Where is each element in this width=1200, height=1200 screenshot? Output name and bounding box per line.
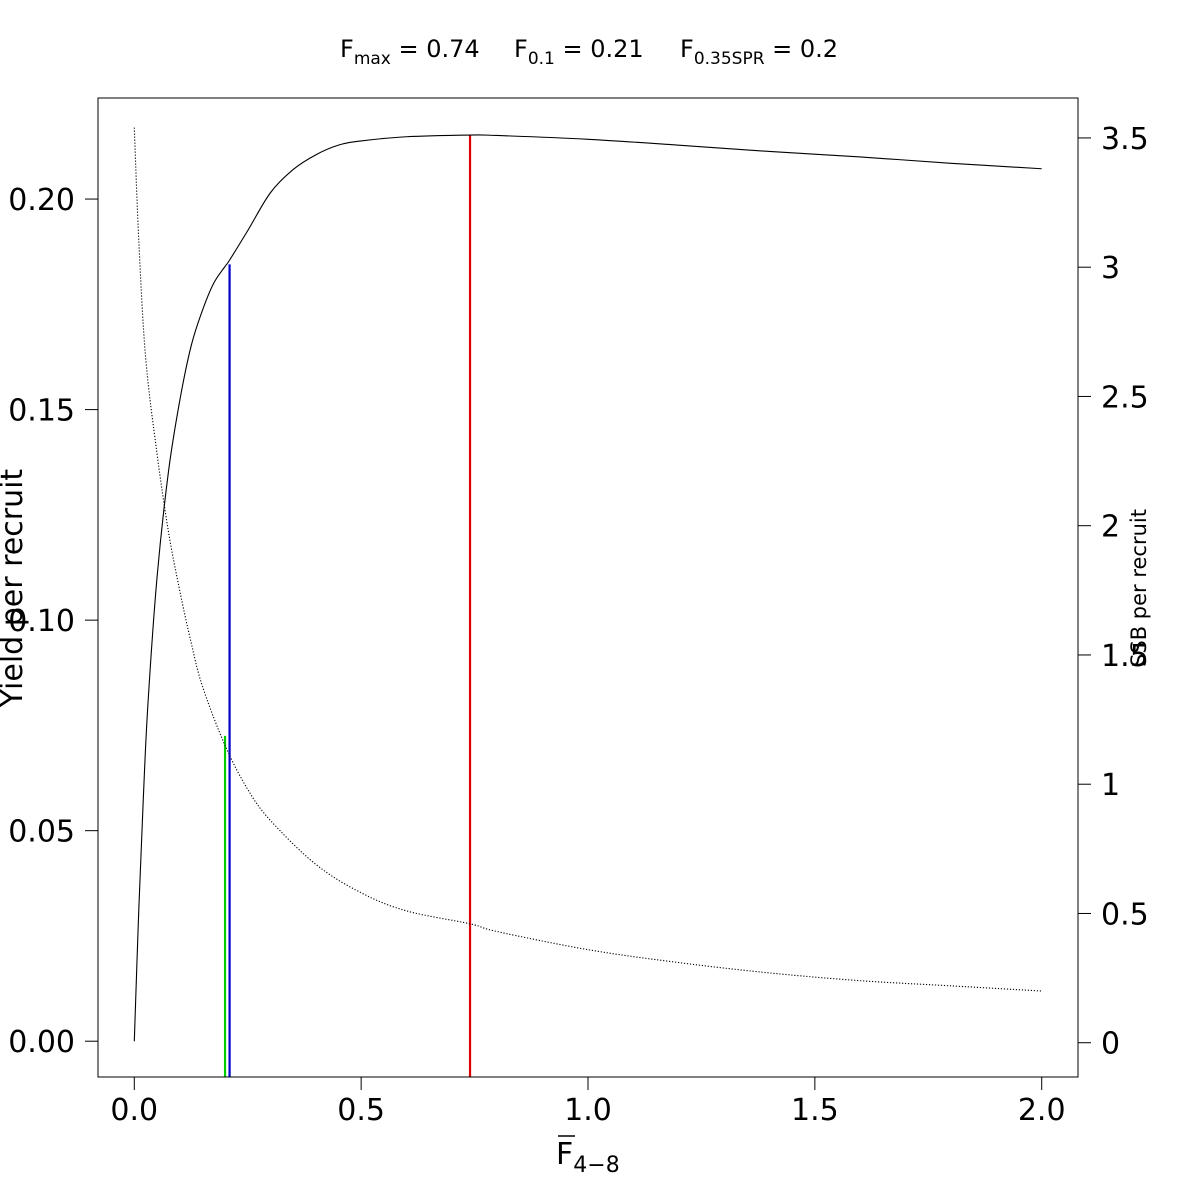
- y-tick-label-right: 0: [1101, 1027, 1120, 1062]
- y-tick-label-right: 2.5: [1101, 380, 1149, 415]
- y-axis-left: 0.00 0.05 0.10 0.15 0.20: [8, 183, 98, 1060]
- y-tick-label-right: 3.5: [1101, 122, 1149, 157]
- y-tick-label-right: 0.5: [1101, 897, 1149, 932]
- y-tick-label-left: 0.00: [8, 1025, 75, 1060]
- y-tick-label-left: 0.15: [8, 394, 75, 429]
- x-tick-label: 2.0: [1018, 1093, 1066, 1128]
- chart-header: Fmax = 0.74 F0.1 = 0.21 F0.35SPR = 0.2: [340, 35, 838, 69]
- fspr-label: F0.35SPR = 0.2: [680, 35, 838, 69]
- y-tick-label-right: 3: [1101, 251, 1120, 286]
- x-axis-title: F4−8: [556, 1135, 620, 1178]
- y-axis-title-right: SSB per recruit: [1127, 509, 1151, 667]
- y-axis-right: 0 0.5 1 1.5 2 2.5 3 3.5: [1078, 122, 1149, 1062]
- y-axis-title-left: Yield per recruit: [0, 469, 30, 709]
- y-tick-label-left: 0.05: [8, 815, 75, 850]
- y-tick-label-right: 1.5: [1101, 639, 1149, 674]
- svg-text:F4−8: F4−8: [556, 1137, 620, 1178]
- yield-per-recruit-line: [133, 134, 1042, 1042]
- x-axis: 0.0 0.5 1.0 1.5 2.0: [110, 1076, 1066, 1128]
- x-tick-label: 1.5: [791, 1093, 839, 1128]
- f01-label: F0.1 = 0.21: [514, 35, 644, 69]
- y-tick-label-left: 0.20: [8, 183, 75, 218]
- y-tick-label-left: 0.10: [8, 604, 75, 639]
- x-tick-label: 0.5: [337, 1093, 385, 1128]
- ssb-per-recruit-line: [133, 127, 1042, 992]
- y-tick-label-right: 1: [1101, 768, 1120, 803]
- reference-lines: [223, 135, 472, 1077]
- x-tick-label: 1.0: [564, 1093, 612, 1128]
- x-tick-label: 0.0: [110, 1093, 158, 1128]
- plot-frame: [97, 97, 1079, 1078]
- y-tick-label-right: 2: [1101, 510, 1120, 545]
- series-layer: [133, 127, 1042, 1042]
- fmax-label: Fmax = 0.74: [340, 35, 480, 69]
